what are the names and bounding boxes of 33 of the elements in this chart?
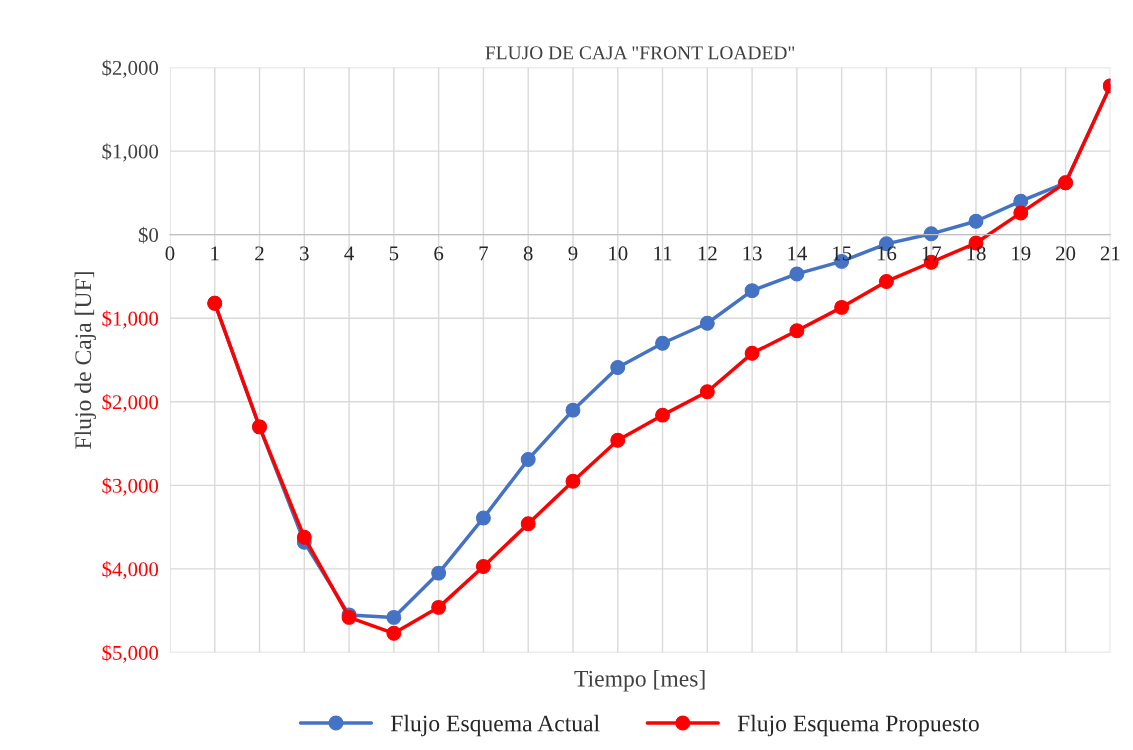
x-tick-label: 2 [255,246,264,261]
x-tick-label: 9 [568,246,578,261]
x-tick-label: 1 [211,246,219,261]
x-tick-label: 0 [165,246,175,261]
y-tick-label: $2,000 [102,59,159,78]
x-tick-label: 14 [788,246,807,261]
x-tick-label: 20 [1056,246,1076,261]
legend-label: Flujo Esquema Propuesto [737,714,979,737]
x-tick-label: 21 [1100,246,1120,261]
x-tick-label: 8 [523,246,533,261]
y-axis-title: Flujo de Caja [UF] [74,272,96,449]
x-tick-label: 12 [698,246,717,261]
y-tick-label: $2,000 [102,393,159,413]
y-tick-label: $1,000 [102,143,159,162]
chart-title: FLUJO DE CAJA "FRONT LOADED" [485,46,795,60]
x-axis-title: Tiempo [mes] [574,670,705,692]
x-tick-label: 13 [743,246,762,261]
y-tick-label: $3,000 [102,477,159,496]
x-tick-label: 16 [877,246,897,261]
x-tick-label: 4 [344,246,354,261]
y-tick-label: $0 [138,226,159,244]
x-tick-label: 6 [434,246,444,261]
x-tick-label: 10 [609,246,628,261]
x-tick-label: 3 [300,246,309,261]
x-tick-label: 11 [654,246,672,261]
x-tick-label: 19 [1012,246,1031,261]
x-tick-label: 18 [967,246,986,261]
y-tick-label: $5,000 [102,644,159,663]
legend-label: Flujo Esquema Actual [390,714,600,737]
x-tick-label: 7 [479,246,489,261]
y-tick-label: $4,000 [102,561,159,580]
y-tick-label: $1,000 [102,310,159,329]
x-tick-label: 5 [389,246,399,261]
